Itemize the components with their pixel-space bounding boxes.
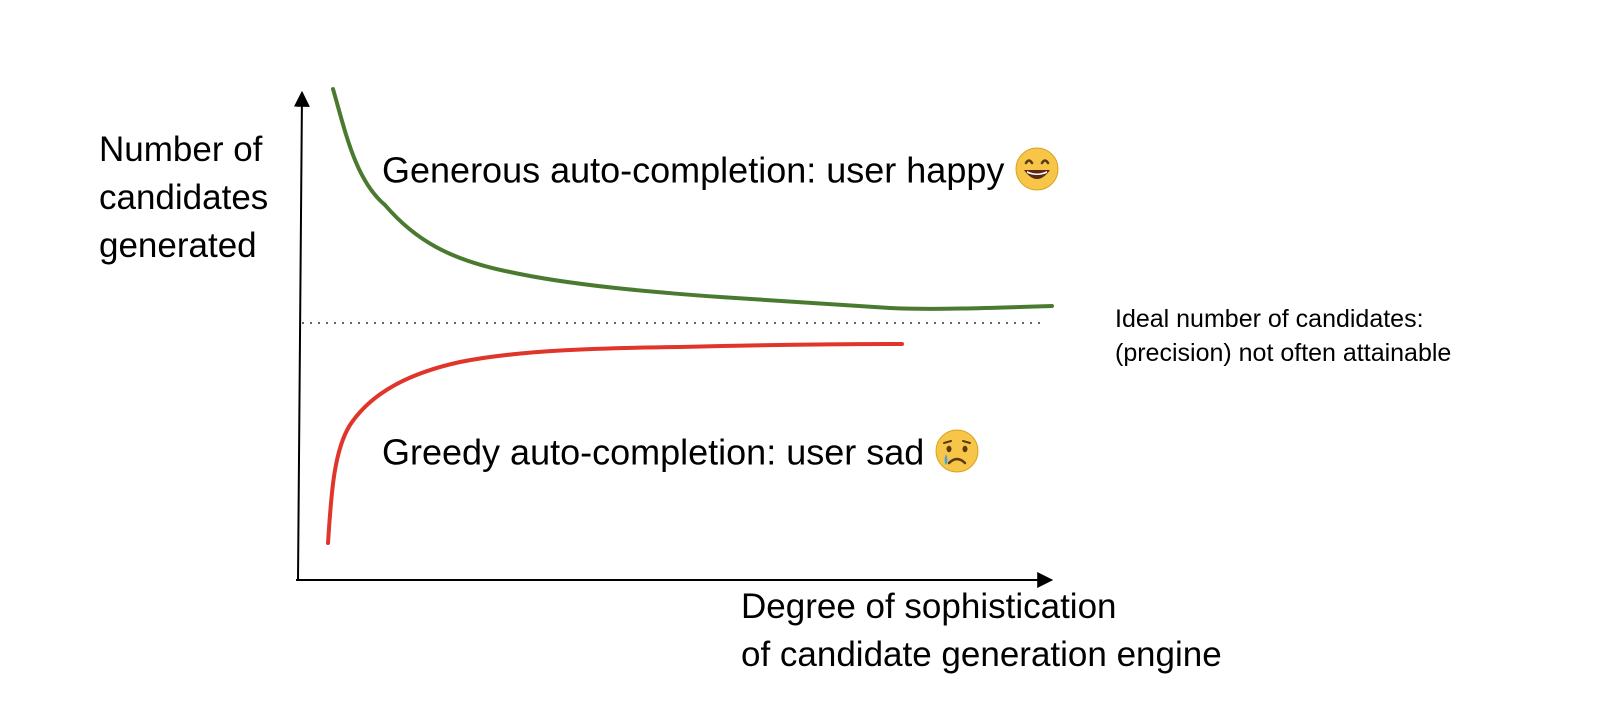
x-axis-label: Degree of sophistication of candidate ge…: [741, 583, 1222, 679]
x-axis-label-line: Degree of sophistication: [741, 587, 1117, 626]
grinning-face-icon: [1015, 147, 1059, 191]
generous-label-text: Generous auto-completion: user happy: [382, 149, 1005, 191]
ideal-line-label-line: (precision) not often attainable: [1115, 339, 1452, 367]
y-axis-label-line: candidates: [99, 178, 269, 217]
greedy-label-text: Greedy auto-completion: user sad: [382, 431, 925, 473]
generous-curve: [331, 87, 1054, 311]
y-axis: [293, 90, 310, 581]
crying-face-icon: [935, 429, 979, 473]
x-axis-label-line: of candidate generation engine: [741, 635, 1222, 674]
greedy-label: Greedy auto-completion: user sad: [382, 429, 980, 478]
y-axis-label-line: Number of: [99, 130, 263, 169]
ideal-line-label: Ideal number of candidates: (precision) …: [1115, 302, 1451, 370]
y-axis-label-line: generated: [99, 226, 257, 265]
greedy-curve: [326, 342, 904, 545]
y-axis-label: Number of candidates generated: [99, 126, 268, 270]
ideal-line-label-line: Ideal number of candidates:: [1115, 305, 1424, 333]
generous-label: Generous auto-completion: user happy: [382, 147, 1060, 196]
